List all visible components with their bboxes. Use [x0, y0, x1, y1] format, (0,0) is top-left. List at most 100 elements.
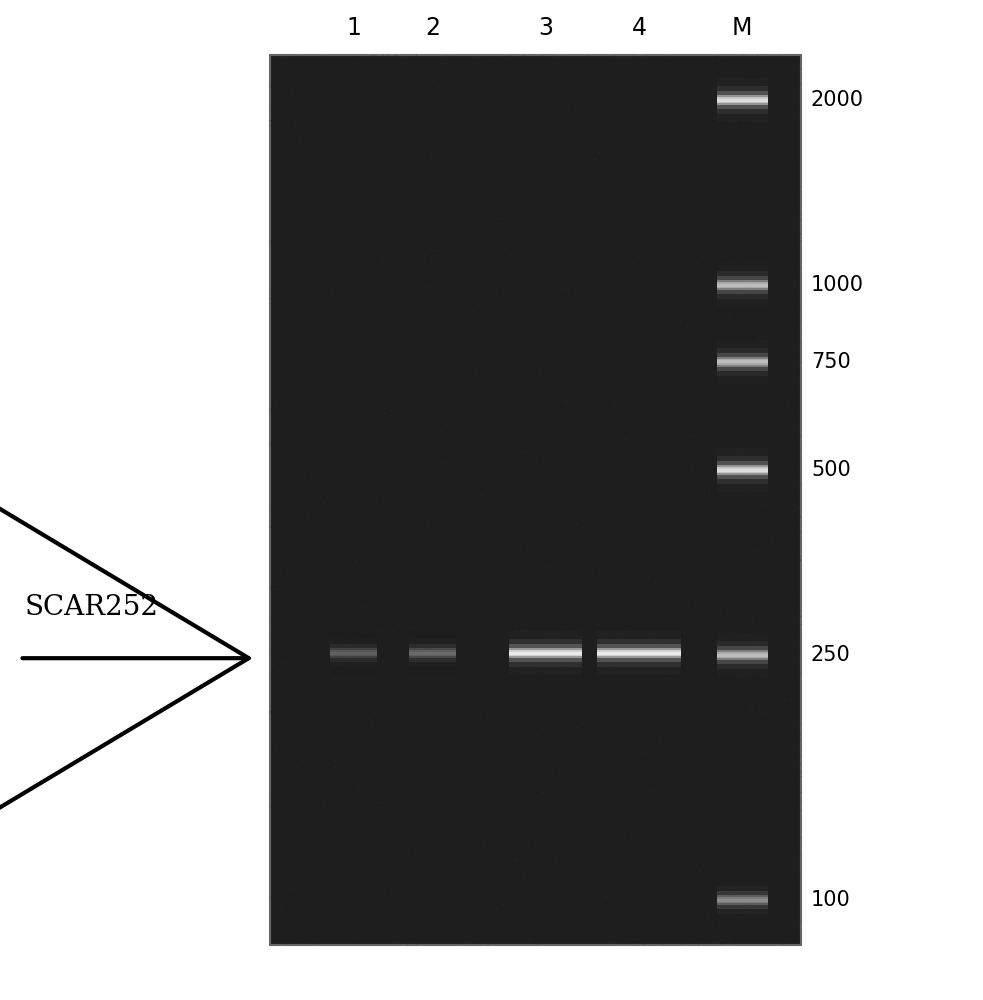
Point — [266, 319, 282, 335]
Point — [663, 325, 678, 341]
Point — [320, 555, 336, 571]
Point — [324, 405, 340, 421]
Point — [652, 754, 667, 770]
Point — [738, 775, 754, 791]
Point — [444, 651, 460, 667]
Point — [276, 246, 292, 262]
Point — [607, 259, 622, 275]
Point — [280, 649, 296, 665]
Point — [701, 486, 717, 502]
Point — [647, 723, 663, 739]
Point — [470, 726, 486, 742]
Point — [313, 564, 328, 580]
Point — [515, 817, 531, 833]
Point — [334, 613, 350, 629]
Point — [709, 927, 724, 943]
Point — [585, 918, 601, 934]
Point — [285, 108, 301, 124]
Point — [536, 810, 551, 826]
Point — [784, 883, 800, 899]
Point — [292, 399, 308, 415]
Point — [721, 685, 736, 701]
Point — [489, 788, 504, 804]
Point — [655, 153, 670, 169]
Point — [333, 155, 349, 171]
Point — [618, 67, 634, 83]
Point — [676, 879, 692, 895]
Point — [399, 172, 415, 188]
Point — [459, 582, 475, 598]
Point — [583, 57, 599, 73]
Point — [479, 277, 494, 293]
Text: 500: 500 — [811, 460, 850, 480]
Point — [377, 394, 393, 410]
Point — [788, 99, 804, 115]
Point — [313, 707, 328, 723]
Point — [396, 893, 412, 909]
Point — [553, 99, 569, 115]
Bar — [717, 456, 768, 484]
Point — [323, 447, 339, 463]
Point — [485, 875, 500, 891]
Point — [528, 424, 544, 440]
Point — [385, 713, 401, 729]
Point — [653, 789, 668, 805]
Point — [364, 463, 379, 479]
Point — [448, 521, 464, 537]
Point — [580, 492, 596, 508]
Point — [763, 233, 779, 249]
Point — [588, 452, 604, 468]
Point — [777, 115, 792, 131]
Point — [311, 542, 326, 558]
Point — [591, 524, 607, 540]
Point — [536, 420, 551, 436]
Point — [467, 802, 483, 818]
Point — [279, 882, 295, 898]
Point — [370, 377, 385, 393]
Point — [666, 844, 682, 860]
Point — [547, 722, 562, 738]
Point — [452, 597, 468, 613]
Point — [730, 471, 746, 487]
Point — [429, 221, 444, 237]
Point — [686, 859, 702, 875]
Point — [466, 308, 482, 324]
Point — [612, 305, 628, 321]
Point — [279, 656, 295, 672]
Point — [593, 347, 608, 363]
Point — [400, 210, 416, 226]
Point — [423, 423, 438, 439]
Point — [541, 891, 556, 907]
Point — [327, 753, 343, 769]
Point — [398, 314, 414, 330]
Point — [773, 624, 788, 640]
Point — [573, 231, 589, 247]
Point — [462, 236, 478, 252]
Point — [557, 742, 573, 758]
Point — [627, 478, 643, 494]
Point — [352, 840, 368, 856]
Point — [485, 760, 500, 776]
Point — [357, 802, 373, 818]
Point — [630, 444, 646, 460]
Point — [302, 128, 318, 144]
Point — [780, 235, 795, 251]
Point — [740, 785, 756, 801]
Point — [365, 702, 380, 718]
Point — [409, 472, 425, 488]
Point — [681, 930, 697, 946]
Point — [310, 287, 325, 303]
Point — [472, 303, 488, 319]
Point — [290, 829, 306, 845]
Point — [421, 384, 436, 400]
Point — [461, 141, 477, 157]
Point — [463, 327, 479, 343]
Point — [732, 577, 748, 593]
Point — [333, 106, 349, 122]
Point — [430, 430, 445, 446]
Point — [390, 584, 406, 600]
Point — [490, 558, 505, 574]
Point — [533, 160, 549, 176]
Point — [322, 262, 338, 278]
Point — [614, 438, 630, 454]
